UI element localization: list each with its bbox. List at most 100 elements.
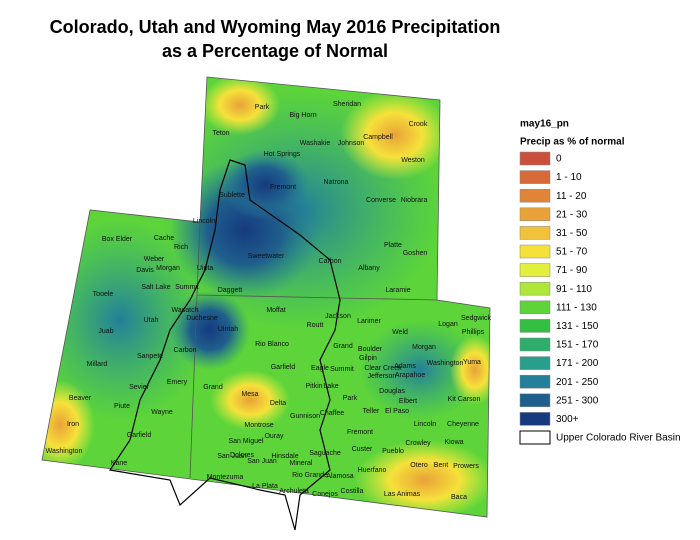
legend: 0 1 - 10 11 - 20 21 - 30 31 - 50 51 - 70 71 - … [519,151,681,445]
county-label: Logan [438,321,458,328]
county-label: Pueblo [382,448,404,455]
county-label: Fremont [270,184,296,191]
legend-swatch [519,188,551,203]
county-label: Archuleta [279,488,309,495]
county-label: Boulder [358,346,383,353]
county-label: Delta [270,400,286,407]
county-label: Yuma [463,359,481,366]
legend-label: 31 - 50 [556,228,588,239]
county-label: Routt [307,322,324,329]
legend-title: may16_pn [520,119,569,130]
county-label: Wasatch [172,307,199,314]
county-label: Bent [434,462,448,469]
county-label: Baca [451,494,467,501]
county-label: Sedgwick [461,315,491,322]
county-label: Weld [392,329,408,336]
county-label: Ouray [264,433,284,440]
legend-label: 51 - 70 [556,247,588,258]
county-label: Cheyenne [447,421,479,428]
county-label: Teller [363,408,380,415]
county-label: Duchesne [186,315,218,322]
county-label: Conejos [312,491,338,498]
county-label: Albany [358,265,380,272]
county-label: Sanpete [137,353,163,360]
county-label: Saguache [309,450,341,457]
county-label: San Juan [247,458,277,465]
county-label: San Miguel [228,438,263,445]
county-label: Jackson [325,313,351,320]
county-label: Elbert [399,398,417,405]
legend-label: Upper Colorado River Basin [556,433,681,444]
county-label: Prowers [453,463,479,470]
county-label: Gunnison [290,413,320,420]
county-label: Mineral [290,460,313,467]
county-label: Kit Carson [448,396,481,403]
legend-label: 151 - 170 [556,340,599,351]
county-label: Phillips [462,329,485,336]
county-label: Teton [212,130,229,137]
county-label: Lincoln [414,421,436,428]
county-label: Piute [114,403,130,410]
county-label: Hot Springs [264,151,301,158]
county-label: Platte [384,242,402,249]
county-label: Lake [323,383,338,390]
county-label: Campbell [363,134,393,141]
county-label: Sheridan [333,101,361,108]
legend-swatch [519,151,551,166]
legend-label: 11 - 20 [556,191,587,202]
county-label: Big Horn [289,112,316,119]
legend-swatch [519,207,551,222]
county-label: Moffat [266,307,285,314]
county-label: Kane [111,460,127,467]
county-label: Arapahoe [395,372,425,379]
legend-swatch [519,412,551,426]
county-label: Wayne [151,409,173,416]
county-label: Grand [333,343,353,350]
legend-label: 91 - 110 [556,284,592,295]
county-label: Davis [136,267,154,274]
basin-outline [108,159,341,531]
state-lines [41,76,491,518]
county-label: Park [255,104,270,111]
county-label: Weston [401,157,425,164]
county-label: Summit [330,366,354,373]
legend-label: 0 [556,154,562,165]
county-label: Carbon [174,347,197,354]
legend-label: 171 - 200 [556,358,599,369]
county-label: Mesa [241,391,258,398]
county-label: Custer [352,446,373,453]
county-label: Larimer [357,318,381,325]
legend-swatch [519,244,551,259]
county-label: Grand [203,384,223,391]
county-label: Hinsdale [271,453,298,460]
county-label: Adams [394,363,416,370]
legend-label: 251 - 300 [556,395,599,406]
county-label: Rio Grande [292,472,328,479]
legend-swatch [519,356,551,370]
county-label: Montezuma [207,474,244,481]
legend-swatch [519,263,551,277]
county-label: Douglas [379,388,405,395]
county-label: Clear Creek [364,365,402,372]
legend-swatch [519,374,551,389]
legend-swatch [519,319,551,333]
county-label: Crowley [405,440,431,447]
county-label: Goshen [403,250,428,257]
county-label: Las Animas [384,491,421,498]
county-label: Washakie [300,140,331,147]
legend-swatch [519,393,551,408]
county-label: Alamosa [326,473,353,480]
county-label: Washington [427,360,464,367]
county-label: Laramie [385,287,410,294]
county-label: Converse [366,197,396,204]
county-label: Box Elder [102,236,133,243]
county-labels: Park Sheridan Big Horn Crook Campbell Teton Wa… [46,101,492,501]
county-label: Fremont [347,429,373,436]
county-label: Dolores [230,452,255,459]
county-label: Huerfano [358,467,387,474]
county-label: Otero [410,462,428,469]
county-label: El Paso [385,408,409,415]
county-label: Morgan [412,344,436,351]
